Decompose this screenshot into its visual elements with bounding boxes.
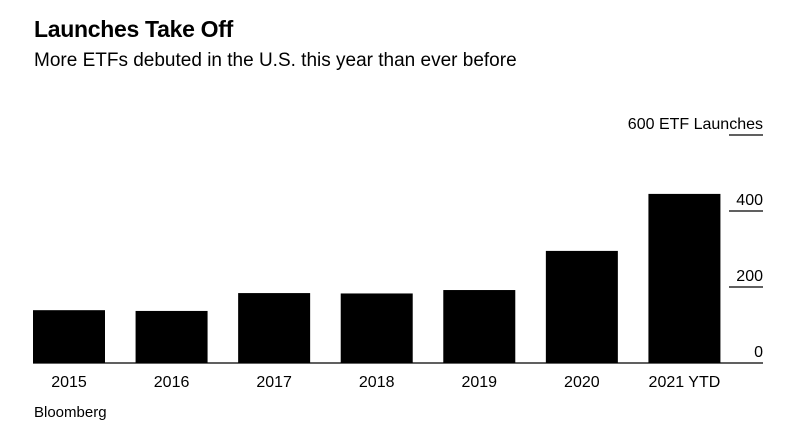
x-tick-label: 2021 YTD — [649, 374, 721, 391]
bar-2015 — [33, 310, 105, 363]
bar-2019 — [443, 290, 516, 363]
bar-2017 — [238, 293, 311, 363]
source-label: Bloomberg — [34, 404, 107, 421]
chart-title: Launches Take Off — [34, 16, 233, 42]
y-tick-label: 0 — [754, 344, 763, 361]
x-tick-label: 2020 — [564, 374, 600, 391]
bar-2020 — [545, 250, 618, 363]
x-axis: 2015 2016 2017 2018 2019 2020 2021 YTD — [33, 362, 763, 391]
x-tick-label: 2018 — [359, 374, 395, 391]
bar-2018 — [340, 293, 413, 363]
chart-subtitle: More ETFs debuted in the U.S. this year … — [34, 50, 517, 71]
y-tick-label: 200 — [736, 268, 763, 285]
x-tick-label: 2017 — [256, 374, 292, 391]
x-tick-label: 2015 — [51, 374, 87, 391]
y-tick-label: 400 — [736, 192, 763, 209]
bar-2016 — [135, 310, 208, 363]
bars-group — [33, 193, 721, 363]
bar-2021-ytd — [648, 193, 721, 363]
x-tick-label: 2016 — [154, 374, 190, 391]
y-axis: 0 200 400 600 ETF Launches — [628, 116, 763, 361]
x-tick-label: 2019 — [461, 374, 497, 391]
y-tick-label: 600 ETF Launches — [628, 116, 763, 133]
